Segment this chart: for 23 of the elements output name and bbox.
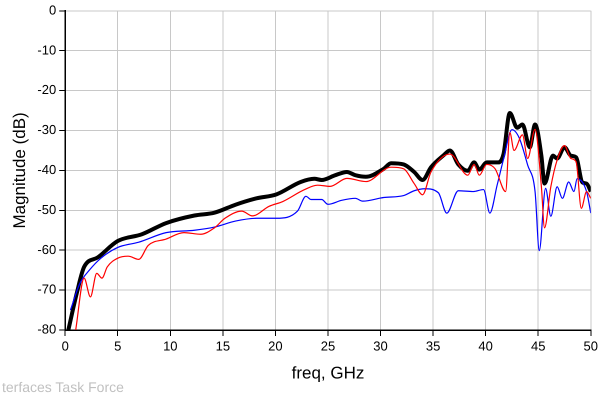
x-tick-label: 20 xyxy=(268,338,283,354)
y-tick-label: -40 xyxy=(37,162,56,177)
x-tick-label: 50 xyxy=(584,338,598,354)
y-tick-label: -50 xyxy=(37,202,56,217)
y-tick-label: -30 xyxy=(37,122,56,138)
y-axis-title: Magnitude (dB) xyxy=(10,112,29,229)
y-tick-label: -10 xyxy=(37,42,56,58)
y-tick-label: -20 xyxy=(37,82,56,98)
text: terfaces Task Force xyxy=(2,379,124,395)
x-axis-title: freq, GHz xyxy=(292,363,364,382)
x-tick-label: 10 xyxy=(163,338,178,354)
y-tick-label: -80 xyxy=(37,322,56,337)
y-tick-label: 0 xyxy=(48,2,56,18)
y-tick-label: -60 xyxy=(37,242,56,257)
x-tick-label: 15 xyxy=(216,338,230,354)
x-tick-label: 35 xyxy=(426,338,440,354)
y-tick-label: -70 xyxy=(37,282,56,297)
x-tick-label: 30 xyxy=(373,338,388,354)
x-tick-label: 45 xyxy=(530,338,546,354)
x-tick-label: 25 xyxy=(320,338,336,354)
x-tick-label: 0 xyxy=(62,338,69,354)
x-tick-label: 5 xyxy=(114,338,122,354)
x-tick-label: 40 xyxy=(478,338,493,354)
